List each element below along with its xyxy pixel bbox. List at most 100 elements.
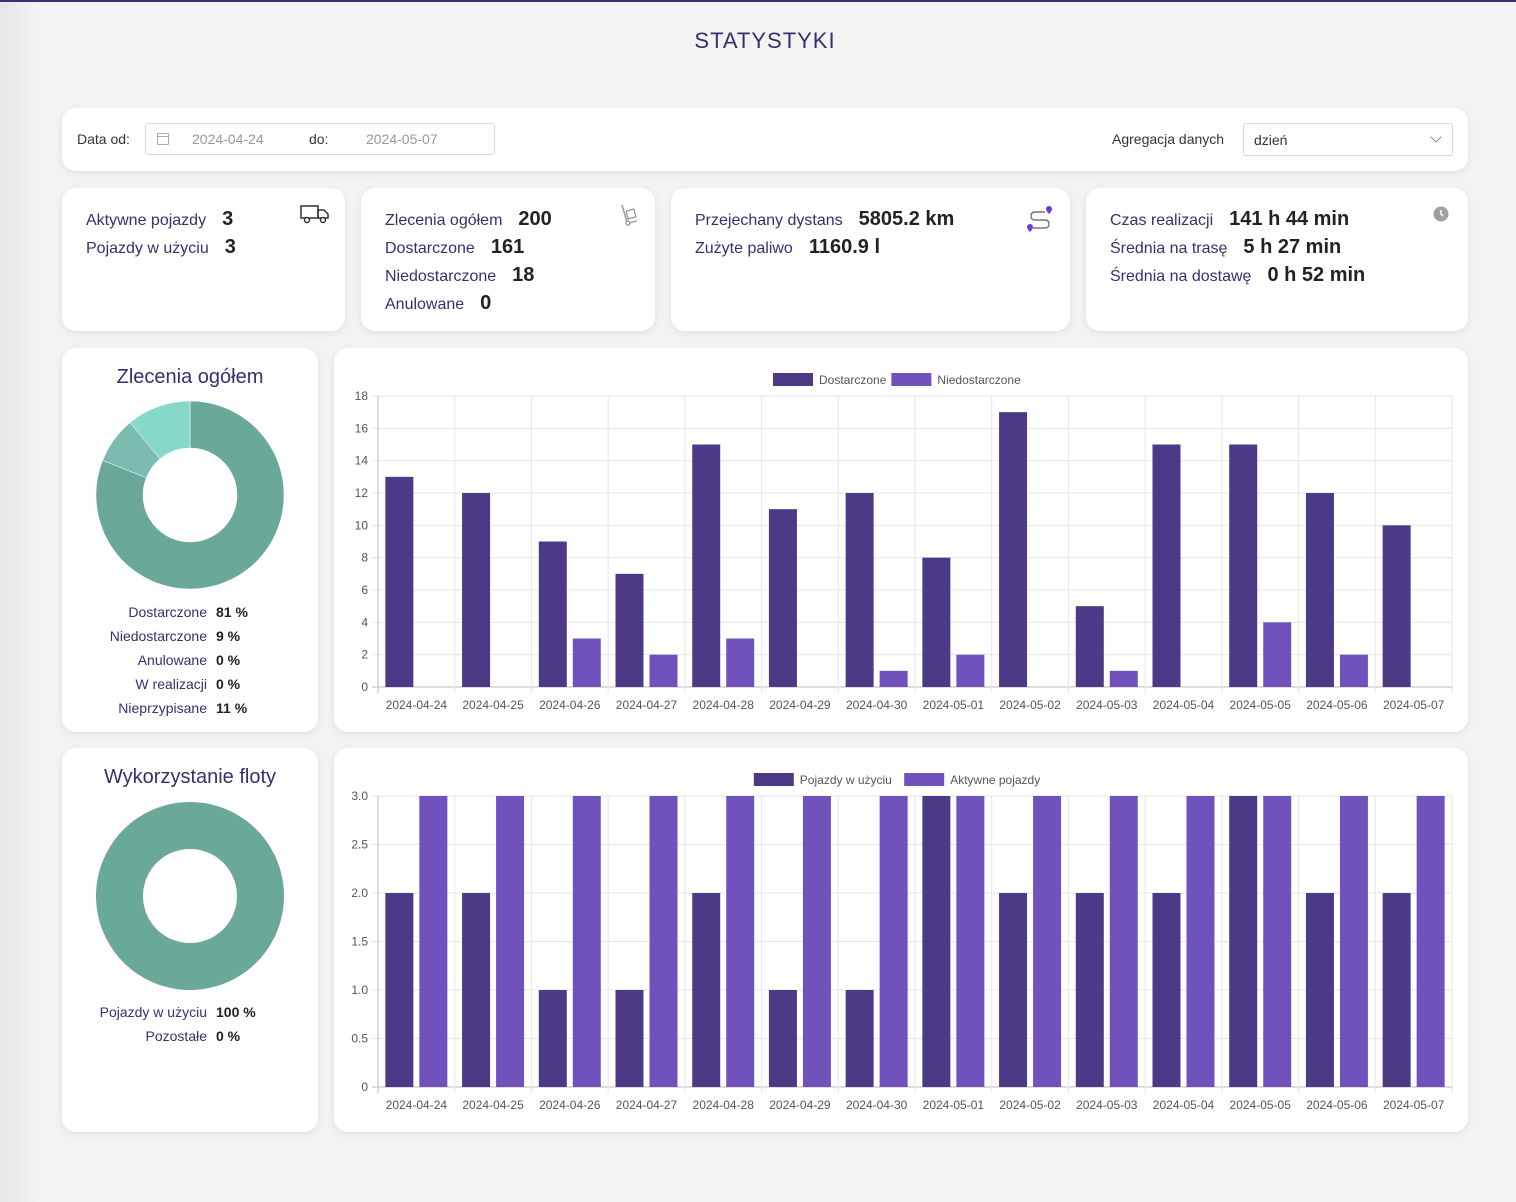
y-tick-label: 1.5 (351, 935, 368, 949)
x-tick-label: 2024-05-02 (999, 1098, 1061, 1112)
aggregation-value: dzień (1254, 132, 1288, 148)
bar-pojazdy-w-u-yciu[interactable] (1152, 893, 1181, 1087)
bar-pojazdy-w-u-yciu[interactable] (538, 990, 567, 1087)
bar-pojazdy-w-u-yciu[interactable] (385, 893, 414, 1087)
bar-niedostarczone[interactable] (1339, 654, 1368, 687)
bar-aktywne-pojazdy[interactable] (1186, 796, 1215, 1087)
legend-label[interactable]: Pojazdy w użyciu (800, 773, 892, 787)
bar-dostarczone[interactable] (385, 476, 414, 687)
bar-dostarczone[interactable] (1382, 525, 1411, 687)
top-accent-line (0, 0, 1516, 2)
bar-pojazdy-w-u-yciu[interactable] (692, 893, 721, 1087)
x-tick-label: 2024-05-05 (1230, 698, 1292, 712)
legend-label[interactable]: Dostarczone (819, 373, 887, 387)
donut-legend-row: Pojazdy w użyciu 100 % (62, 1004, 256, 1020)
bar-dostarczone[interactable] (615, 573, 644, 687)
bar-dostarczone[interactable] (999, 412, 1028, 687)
bar-niedostarczone[interactable] (1263, 622, 1292, 687)
x-tick-label: 2024-05-02 (999, 698, 1061, 712)
x-tick-label: 2024-05-06 (1306, 698, 1368, 712)
legend-label[interactable]: Aktywne pojazdy (950, 773, 1040, 787)
bar-niedostarczone[interactable] (956, 654, 985, 687)
donut-slice-nieprzypisane[interactable] (129, 401, 191, 460)
bar-aktywne-pojazdy[interactable] (572, 796, 601, 1087)
stat-label: Anulowane (385, 296, 465, 313)
aggregation-label: Agregacja danych (1112, 131, 1225, 147)
page-title: STATYSTYKI (694, 28, 836, 53)
y-tick-label: 6 (361, 583, 368, 597)
stat-row: Anulowane 0 (385, 292, 491, 315)
bar-aktywne-pojazdy[interactable] (802, 796, 831, 1087)
bar-pojazdy-w-u-yciu[interactable] (1305, 893, 1334, 1087)
bar-aktywne-pojazdy[interactable] (1109, 796, 1138, 1087)
bar-niedostarczone[interactable] (572, 638, 601, 688)
bar-niedostarczone[interactable] (1109, 670, 1138, 687)
bar-dostarczone[interactable] (768, 509, 797, 687)
bar-pojazdy-w-u-yciu[interactable] (462, 893, 491, 1087)
donut-legend-value: 81 % (216, 604, 248, 620)
bar-dostarczone[interactable] (538, 541, 567, 688)
bar-aktywne-pojazdy[interactable] (1339, 796, 1368, 1087)
y-tick-label: 1.0 (351, 983, 368, 997)
bar-aktywne-pojazdy[interactable] (1416, 796, 1445, 1087)
date-range-picker[interactable]: 2024-04-24 do: 2024-05-07 (145, 123, 495, 155)
bar-aktywne-pojazdy[interactable] (1263, 796, 1292, 1087)
bar-aktywne-pojazdy[interactable] (956, 796, 985, 1087)
bar-dostarczone[interactable] (922, 557, 951, 687)
donut-legend-value: 11 % (216, 700, 248, 716)
bar-aktywne-pojazdy[interactable] (726, 796, 755, 1087)
date-from-input[interactable]: 2024-04-24 (192, 131, 264, 147)
stat-row: Przejechany dystans 5805.2 km (695, 208, 954, 231)
bar-dostarczone[interactable] (845, 493, 874, 687)
bar-dostarczone[interactable] (1075, 606, 1104, 687)
bar-niedostarczone[interactable] (879, 670, 908, 687)
y-tick-label: 0 (361, 1080, 368, 1094)
bar-dostarczone[interactable] (1305, 493, 1334, 687)
bar-pojazdy-w-u-yciu[interactable] (922, 796, 951, 1087)
bar-aktywne-pojazdy[interactable] (419, 796, 448, 1087)
donut-legend-label: Pozostałe (145, 1028, 207, 1044)
bar-niedostarczone[interactable] (726, 638, 755, 688)
legend-label[interactable]: Niedostarczone (937, 373, 1021, 387)
donut-slice-dostarczone[interactable] (96, 401, 284, 589)
donut-legend-row: W realizacji 0 % (62, 676, 240, 692)
legend-swatch[interactable] (904, 773, 945, 786)
legend-swatch[interactable] (891, 373, 932, 386)
fleet-bar-chart: Pojazdy w użyciu Aktywne pojazdy 0 0.5 1.0 1.… (351, 773, 1453, 1112)
time-stat-card: Czas realizacji 141 h 44 min Średnia na … (1086, 188, 1468, 331)
x-tick-label: 2024-05-05 (1230, 1098, 1292, 1112)
legend-swatch[interactable] (773, 373, 813, 386)
bar-pojazdy-w-u-yciu[interactable] (1382, 893, 1411, 1087)
orders-bar-chart: Dostarczone Niedostarczone 0 2 4 6 8 10 12 14 16 18… (355, 373, 1453, 712)
bar-aktywne-pojazdy[interactable] (1033, 796, 1062, 1087)
donut-legend-label: Nieprzypisane (118, 700, 207, 716)
bar-pojazdy-w-u-yciu[interactable] (1075, 893, 1104, 1087)
donut-legend-value: 9 % (216, 628, 241, 644)
stat-label: Zużyte paliwo (695, 240, 793, 257)
donut-legend-row: Anulowane 0 % (62, 652, 240, 668)
aggregation-select[interactable]: dzień (1243, 123, 1453, 156)
bar-aktywne-pojazdy[interactable] (496, 796, 525, 1087)
date-to-input[interactable]: 2024-05-07 (366, 131, 438, 147)
bar-pojazdy-w-u-yciu[interactable] (1229, 796, 1258, 1087)
stat-value: 161 (490, 236, 525, 258)
stat-label: Średnia na trasę (1110, 240, 1228, 257)
bar-aktywne-pojazdy[interactable] (879, 796, 908, 1087)
bar-niedostarczone[interactable] (649, 654, 678, 687)
legend-swatch[interactable] (753, 773, 794, 786)
y-tick-label: 0 (361, 680, 368, 694)
bar-pojazdy-w-u-yciu[interactable] (768, 990, 797, 1087)
bar-dostarczone[interactable] (462, 493, 491, 687)
hand-truck-icon (621, 204, 638, 226)
bar-pojazdy-w-u-yciu[interactable] (999, 893, 1028, 1087)
bar-pojazdy-w-u-yciu[interactable] (615, 990, 644, 1087)
stat-value: 0 h 52 min (1267, 264, 1366, 286)
bar-pojazdy-w-u-yciu[interactable] (845, 990, 874, 1087)
bar-dostarczone[interactable] (692, 444, 721, 688)
bar-aktywne-pojazdy[interactable] (649, 796, 678, 1087)
stat-label: Średnia na dostawę (1110, 268, 1252, 285)
x-tick-label: 2024-05-04 (1153, 1098, 1215, 1112)
bar-dostarczone[interactable] (1229, 444, 1258, 688)
donut-slice-pojazdy-w-u-yciu[interactable] (96, 802, 284, 990)
bar-dostarczone[interactable] (1152, 444, 1181, 688)
